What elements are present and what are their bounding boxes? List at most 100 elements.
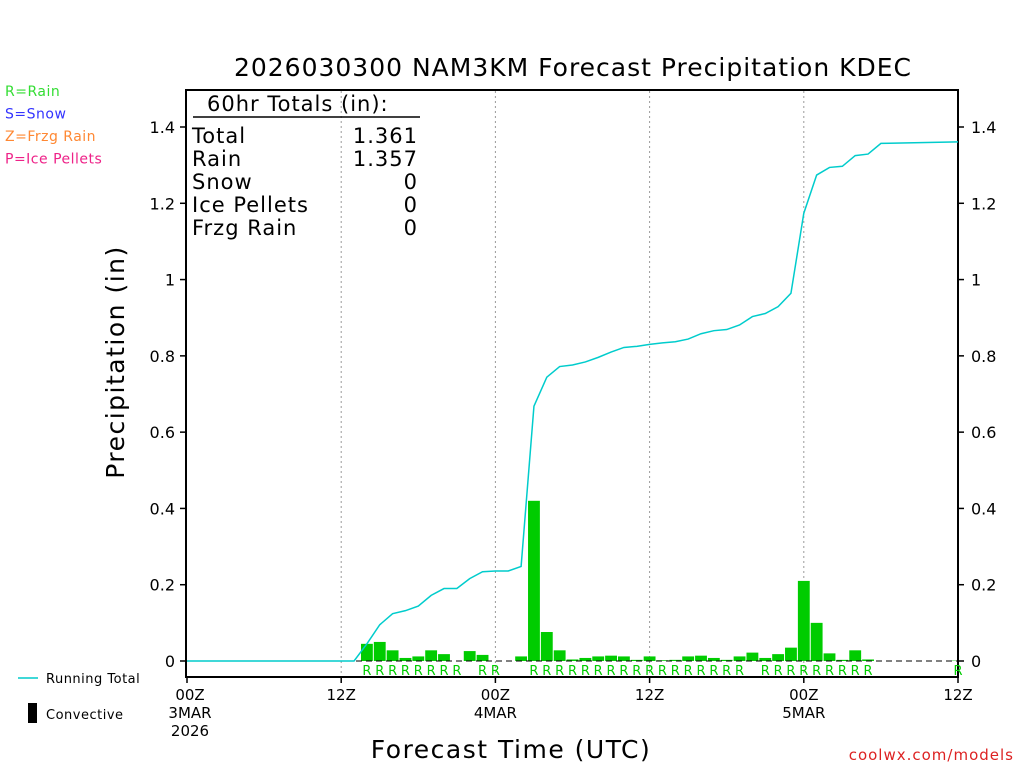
x-tick-label: 00Z <box>789 686 818 704</box>
precip-bar <box>746 652 759 661</box>
totals-row-label: Total <box>191 124 246 148</box>
precip-type-marker: R <box>825 664 834 679</box>
precip-type-marker: R <box>632 664 641 679</box>
precip-type-marker: R <box>864 664 873 679</box>
y-axis-right: 0 0.2 0.4 0.6 0.8 1 1.2 1.4 <box>958 118 996 671</box>
precip-type-marker: R <box>452 664 461 679</box>
precip-bar <box>656 660 669 661</box>
precip-bar <box>823 653 836 661</box>
x-tick-label: 3MAR <box>168 704 211 722</box>
precip-type-marker: R <box>786 664 795 679</box>
precip-type-marker: R <box>427 664 436 679</box>
y-tick-label: 0 <box>971 652 981 671</box>
precip-type-marker: R <box>722 664 731 679</box>
running-total-legend: Running Total <box>46 672 140 687</box>
y-tick-label: 0.6 <box>150 423 175 442</box>
y-axis-left: 0 0.2 0.4 0.6 0.8 1 1.2 1.4 <box>150 118 186 671</box>
precip-bar <box>733 656 746 661</box>
type-legend-item: P=Ice Pellets <box>5 152 102 168</box>
precip-bar <box>399 657 412 661</box>
y-tick-label: 0.4 <box>150 499 175 518</box>
precip-type-marker: R <box>568 664 577 679</box>
x-tick-label: 12Z <box>943 686 972 704</box>
precip-bar <box>438 654 450 661</box>
precip-type-marker: R <box>607 664 616 679</box>
totals-row-value: 0 <box>404 216 418 240</box>
precip-bar <box>605 655 617 661</box>
precip-bar <box>412 656 425 661</box>
precip-bar <box>360 643 373 661</box>
y-tick-label: 1.4 <box>150 118 175 137</box>
totals-heading: 60hr Totals (in): <box>207 92 389 116</box>
y-tick-label: 0.8 <box>150 347 175 366</box>
y-axis-label: Precipitation (in) <box>101 245 130 479</box>
precip-type-marker: R <box>812 664 821 679</box>
precip-type-marker: R <box>542 664 551 679</box>
totals-box: 60hr Totals (in): Total 1.361 Rain 1.357 Sno… <box>191 92 420 240</box>
precip-bar <box>425 650 438 661</box>
precip-bar <box>682 656 695 661</box>
precip-bar <box>785 647 797 661</box>
plot-frame <box>185 89 959 678</box>
type-legend-item: Z=Frzg Rain <box>5 129 96 145</box>
precip-bar <box>695 655 707 661</box>
precip-bar <box>476 654 489 661</box>
x-tick-label: 12Z <box>327 686 356 704</box>
precip-type-marker: R <box>555 664 564 679</box>
x-tick-label: 4MAR <box>474 704 517 722</box>
totals-row-label: Frzg Rain <box>192 216 297 240</box>
totals-row-label: Rain <box>192 147 242 171</box>
precip-type-marker: R <box>761 664 770 679</box>
precip-bar <box>772 654 785 661</box>
precip-type-marker: R <box>581 664 590 679</box>
x-tick-label: 2026 <box>171 722 209 740</box>
precip-type-marker: R <box>953 664 962 679</box>
precip-bar <box>579 657 592 661</box>
y-tick-label: 1 <box>165 271 175 290</box>
precip-bar <box>759 657 772 661</box>
totals-row-value: 0 <box>404 170 418 194</box>
precip-bar <box>566 659 579 661</box>
x-tick-label: 00Z <box>175 686 204 704</box>
precip-type-marker: R <box>774 664 783 679</box>
precip-bar <box>617 656 630 661</box>
precip-type-legend: R=Rain S=Snow Z=Frzg Rain P=Ice Pellets <box>5 84 102 168</box>
precip-type-marker: R <box>645 664 654 679</box>
chart-title: 2026030300 NAM3KM Forecast Precipitation… <box>234 53 912 82</box>
hourly-precip-bars <box>360 500 964 661</box>
y-tick-label: 1.2 <box>971 194 996 213</box>
precip-type-marker: R <box>375 664 384 679</box>
y-tick-label: 1.2 <box>150 194 175 213</box>
precip-bar <box>553 650 566 661</box>
precip-bar <box>386 650 399 661</box>
y-tick-label: 0.6 <box>971 423 996 442</box>
y-tick-label: 1 <box>971 271 981 290</box>
x-tick-label: 12Z <box>635 686 664 704</box>
x-axis-label: Forecast Time (UTC) <box>371 735 651 764</box>
totals-row-value: 1.361 <box>353 124 418 148</box>
precip-bar <box>515 656 528 661</box>
totals-row-label: Ice Pellets <box>192 193 309 217</box>
precip-type-marker: R <box>414 664 423 679</box>
precip-bar <box>836 659 849 661</box>
precip-type-marker: R <box>362 664 371 679</box>
y-tick-label: 1.4 <box>971 118 996 137</box>
precip-bar <box>720 659 733 661</box>
precip-bar <box>862 659 874 661</box>
precip-bar <box>463 651 476 661</box>
totals-row-label: Snow <box>192 170 253 194</box>
precip-type-marker: R <box>594 664 603 679</box>
precip-type-marker: R <box>658 664 667 679</box>
precip-bar <box>592 656 605 661</box>
precip-bar <box>643 656 656 661</box>
precip-type-marker: R <box>401 664 410 679</box>
precip-type-marker: R <box>696 664 705 679</box>
totals-row-value: 1.357 <box>353 147 418 171</box>
y-tick-label: 0.4 <box>971 499 996 518</box>
convective-legend: Convective <box>46 708 124 723</box>
precip-type-marker: R <box>709 664 718 679</box>
y-tick-label: 0.8 <box>971 347 996 366</box>
y-tick-label: 0.2 <box>971 576 996 595</box>
credit-text: coolwx.com/models <box>849 746 1014 764</box>
